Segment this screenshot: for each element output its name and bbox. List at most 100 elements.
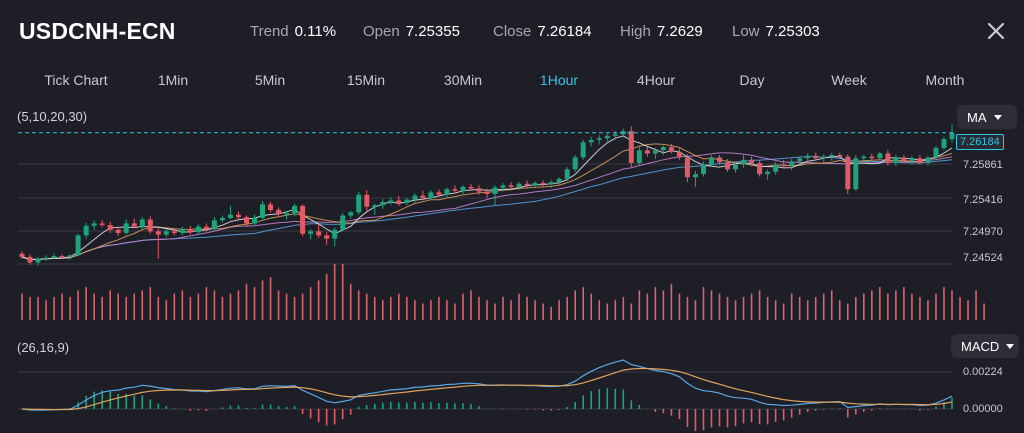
candle-body [35,258,41,263]
candle-body [644,150,650,154]
close-value: 7.26184 [537,23,592,40]
candle-body [765,171,771,175]
tab-30min[interactable]: 30Min [443,72,483,88]
candle-body [773,164,779,172]
ma-select-value: MA [967,110,987,125]
candle-body [51,256,57,258]
candle-body [420,195,426,198]
candle-body [260,204,265,218]
candle-body [43,257,49,259]
candle-body [564,169,570,179]
tab-1min[interactable]: 1Min [157,72,189,88]
tab-week[interactable]: Week [831,72,867,88]
candle-body [187,229,193,233]
open-value: 7.25355 [405,23,460,40]
candle-body [757,163,763,175]
candle-body [75,235,81,256]
candle-body [324,235,330,239]
candle-body [741,159,747,165]
candle-body [500,185,506,188]
candle-body [436,192,442,195]
tab-day[interactable]: Day [739,72,765,88]
candle-body [516,183,522,187]
ma-line-10 [21,143,953,261]
timeframe-tabs: Tick Chart 1Min 5Min 15Min 30Min 1Hour 4… [0,72,1024,94]
low-value: 7.25303 [765,23,820,40]
candle-body [572,157,578,170]
candle-body [364,194,370,207]
candle-body [548,182,554,185]
candle-body [853,158,859,190]
candle-body [556,178,562,183]
candle-body [604,135,610,139]
macd-signal-line [21,367,953,411]
high-stat: High 7.2629 [620,23,703,40]
candle-body [813,155,819,159]
candle-body [733,164,738,170]
candle-body [532,182,538,186]
candle-body [195,226,201,233]
candle-body [171,231,177,233]
candle-body [300,205,306,234]
candle-body [203,226,209,229]
candle-body [356,194,362,213]
candle-body [179,229,185,233]
candle-body [829,155,835,157]
candle-body [123,223,129,233]
candle-body [348,212,354,216]
candle-body [147,219,153,232]
candle-body [837,155,843,157]
candle-body [236,214,241,218]
close-icon[interactable] [985,20,1007,42]
tab-1hour[interactable]: 1Hour [539,72,579,88]
candle-body [725,162,730,170]
open-stat: Open 7.25355 [363,23,460,40]
tab-5min[interactable]: 5Min [254,72,286,88]
symbol-title: USDCNH-ECN [19,18,176,44]
candle-body [749,159,755,163]
candle-body [131,223,137,227]
candle-body [332,229,338,239]
candle-body [877,153,883,159]
candle-body [252,217,257,224]
trend-stat: Trend 0.11% [250,23,336,40]
candle-body [861,156,867,159]
candle-body [717,157,722,163]
candle-body [580,142,586,158]
candle-body [284,213,290,215]
price-axis-label: 7.25861 [963,159,1003,171]
low-stat: Low 7.25303 [732,23,820,40]
close-stat: Close 7.26184 [493,23,592,40]
candle-body [388,200,394,202]
candle-body [308,231,314,234]
candle-body [276,209,282,214]
candle-body [115,229,121,233]
close-label: Close [493,23,532,40]
candle-body [933,147,939,158]
tab-month[interactable]: Month [925,72,965,88]
tab-15min[interactable]: 15Min [346,72,386,88]
candle-body [211,220,217,230]
ma-indicator-select[interactable]: MA [957,105,1017,129]
candle-body [701,164,706,175]
macd-axis-label: 0.00000 [963,403,1003,415]
candle-body [380,202,386,206]
candle-body [83,225,89,236]
candle-body [893,157,899,163]
candle-body [684,157,690,178]
candle-body [107,225,113,230]
candle-body [821,156,827,159]
candle-body [693,174,698,178]
candle-body [139,219,145,227]
candle-body [925,157,931,163]
tab-tick-chart[interactable]: Tick Chart [44,72,108,88]
chevron-down-icon [1006,344,1015,350]
high-label: High [620,23,651,40]
price-axis-label: 7.24970 [963,226,1003,238]
macd-indicator-select[interactable]: MACD [951,334,1019,358]
tab-4hour[interactable]: 4Hour [636,72,676,88]
chevron-down-icon [993,115,1002,121]
candle-body [292,205,298,214]
candle-body [228,214,233,218]
